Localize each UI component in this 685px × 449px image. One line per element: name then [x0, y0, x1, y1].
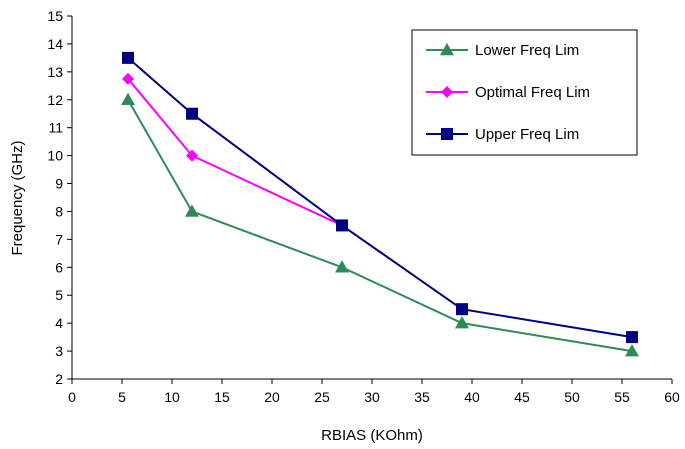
x-tick-label: 35	[414, 389, 430, 405]
legend: Lower Freq Lim Optimal Freq Lim Upper Freq…	[411, 29, 638, 156]
legend-label-optimal-freq-lim: Optimal Freq Lim	[475, 84, 590, 101]
series-line-optimal-freq-lim	[127, 78, 343, 227]
x-tick-label: 60	[664, 389, 680, 405]
legend-label-lower-freq-lim: Lower Freq Lim	[475, 42, 579, 59]
y-tick-label: 15	[47, 8, 63, 24]
y-tick-label: 6	[55, 259, 63, 275]
data-point-optimal-freq-lim	[186, 149, 198, 162]
data-point-lower-freq-lim	[335, 260, 349, 273]
x-tick-label: 15	[214, 389, 230, 405]
y-tick-label: 12	[47, 92, 63, 108]
legend-label-upper-freq-lim: Upper Freq Lim	[475, 126, 579, 143]
y-tick-label: 14	[47, 36, 63, 52]
legend-marker-upper-freq-lim	[441, 128, 453, 140]
data-point-lower-freq-lim	[121, 92, 135, 106]
x-tick-label: 30	[364, 389, 380, 405]
y-tick-label: 5	[55, 287, 63, 303]
y-axis-title: Frequency (GHz)	[9, 140, 26, 255]
data-point-upper-freq-lim	[336, 219, 348, 232]
legend-marker-lower-freq-lim	[440, 43, 454, 56]
x-tick-label: 45	[514, 389, 530, 405]
x-axis-title: RBIAS (KOhm)	[321, 427, 423, 444]
legend-marker-optimal-freq-lim	[441, 86, 453, 98]
y-tick-label: 9	[55, 176, 63, 192]
x-tick-label: 25	[314, 389, 330, 405]
data-point-upper-freq-lim	[122, 51, 134, 64]
series-upper-freq-lim	[122, 51, 638, 344]
y-tick-label: 2	[55, 371, 63, 387]
y-tick-label: 3	[55, 343, 63, 359]
y-tick-label: 4	[55, 315, 63, 331]
x-tick-label: 20	[264, 389, 280, 405]
data-point-upper-freq-lim	[456, 303, 468, 316]
series-optimal-freq-lim	[122, 72, 348, 232]
x-tick-label: 50	[564, 389, 580, 405]
x-tick-label: 5	[118, 389, 126, 405]
x-tick-label: 55	[614, 389, 630, 405]
data-point-lower-freq-lim	[625, 344, 639, 357]
y-tick-label: 10	[47, 148, 63, 164]
series-layer	[121, 51, 639, 357]
x-tick-label: 0	[68, 389, 76, 405]
data-point-lower-freq-lim	[185, 204, 199, 217]
y-tick-label: 11	[48, 120, 63, 136]
data-point-upper-freq-lim	[186, 107, 198, 120]
y-tick-label: 8	[55, 203, 63, 219]
data-point-lower-freq-lim	[455, 316, 469, 329]
y-tick-label: 13	[47, 64, 63, 80]
data-point-optimal-freq-lim	[122, 72, 134, 85]
x-tick-label: 40	[464, 389, 480, 405]
y-tick-label: 7	[55, 231, 63, 247]
data-point-upper-freq-lim	[626, 331, 638, 344]
x-tick-label: 10	[164, 389, 180, 405]
series-lower-freq-lim	[121, 92, 639, 357]
